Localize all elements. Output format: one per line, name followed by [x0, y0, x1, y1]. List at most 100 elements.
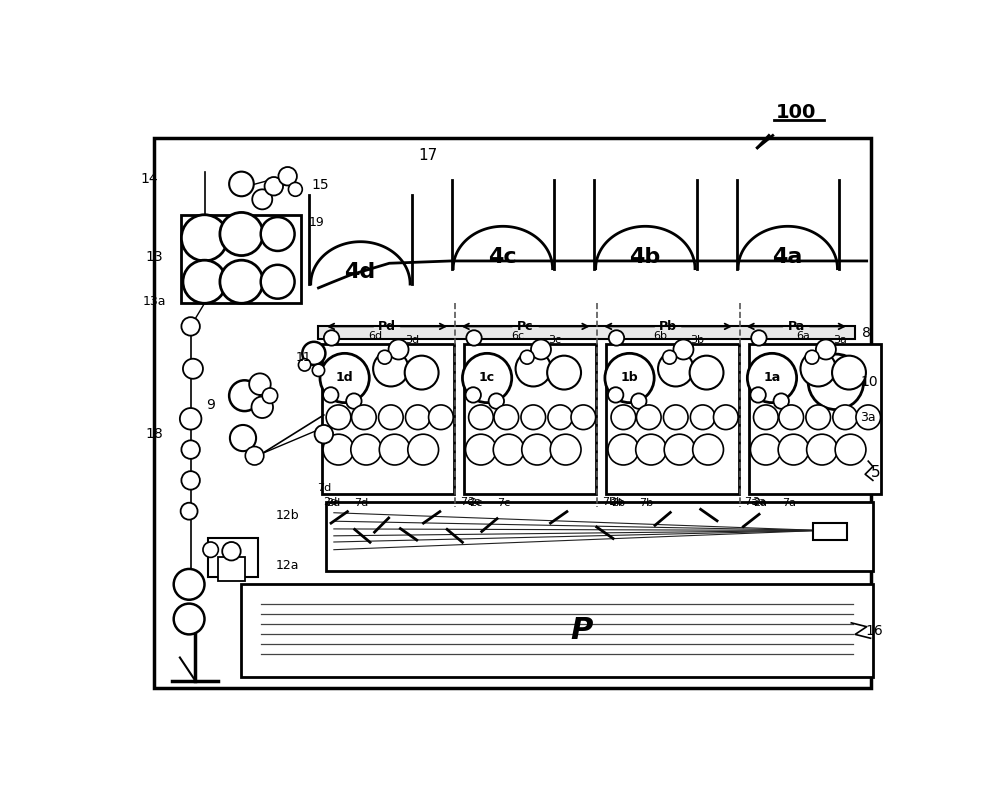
Circle shape — [571, 405, 596, 429]
Circle shape — [466, 387, 481, 402]
Text: 2a: 2a — [752, 497, 766, 507]
Text: 13a: 13a — [143, 295, 166, 308]
Text: 1b: 1b — [621, 371, 638, 385]
Text: 3a: 3a — [860, 411, 876, 424]
Circle shape — [531, 339, 551, 359]
Bar — [208, 538, 258, 576]
Circle shape — [664, 434, 695, 465]
Bar — [181, 215, 301, 304]
Circle shape — [278, 167, 297, 185]
Circle shape — [373, 351, 409, 386]
Circle shape — [493, 434, 524, 465]
Circle shape — [806, 405, 831, 429]
Circle shape — [516, 351, 551, 386]
Text: 14: 14 — [140, 172, 158, 185]
Text: 8: 8 — [862, 326, 871, 339]
Text: 4a: 4a — [772, 247, 803, 267]
Circle shape — [229, 380, 260, 411]
Circle shape — [379, 434, 410, 465]
Text: Pb: Pb — [659, 320, 677, 333]
Circle shape — [298, 359, 311, 371]
Circle shape — [693, 434, 723, 465]
Circle shape — [548, 405, 573, 429]
Text: 7c: 7c — [460, 497, 473, 507]
Circle shape — [379, 405, 403, 429]
Circle shape — [774, 394, 789, 409]
Circle shape — [778, 434, 809, 465]
Bar — [606, 344, 739, 494]
Text: 9: 9 — [206, 398, 215, 412]
Circle shape — [832, 355, 866, 390]
Text: 11: 11 — [295, 351, 311, 363]
Circle shape — [673, 339, 693, 359]
Circle shape — [346, 394, 362, 409]
Bar — [154, 138, 871, 688]
Circle shape — [605, 353, 654, 402]
Circle shape — [608, 387, 623, 402]
Text: 2b: 2b — [611, 498, 625, 509]
Circle shape — [747, 353, 797, 402]
Text: 7b: 7b — [639, 498, 654, 509]
Circle shape — [249, 374, 271, 395]
Circle shape — [713, 405, 738, 429]
Text: 2d: 2d — [326, 498, 340, 509]
Text: 1d: 1d — [336, 371, 353, 385]
Text: Pc: Pc — [517, 320, 534, 333]
Circle shape — [261, 265, 295, 299]
Text: 3d: 3d — [405, 335, 419, 345]
Circle shape — [856, 405, 881, 429]
Text: 13: 13 — [146, 250, 163, 264]
Circle shape — [229, 172, 254, 196]
Circle shape — [261, 217, 295, 251]
Circle shape — [181, 440, 200, 459]
Text: 7a: 7a — [744, 497, 758, 507]
Text: 4d: 4d — [344, 262, 376, 282]
Circle shape — [631, 394, 646, 409]
Circle shape — [181, 215, 228, 261]
Text: 1c: 1c — [479, 371, 495, 385]
Text: Pd: Pd — [378, 320, 396, 333]
Text: 17: 17 — [418, 148, 437, 163]
Text: 4c: 4c — [488, 247, 517, 267]
Text: 100: 100 — [776, 103, 816, 122]
Circle shape — [833, 405, 857, 429]
Text: 2b: 2b — [609, 497, 624, 507]
Circle shape — [183, 359, 203, 378]
Circle shape — [636, 434, 666, 465]
Circle shape — [222, 542, 241, 560]
Bar — [218, 557, 245, 580]
Circle shape — [265, 177, 283, 196]
Circle shape — [230, 425, 256, 451]
Circle shape — [252, 189, 272, 209]
Circle shape — [183, 260, 226, 304]
Circle shape — [220, 260, 263, 304]
Circle shape — [324, 330, 339, 346]
Text: 7b: 7b — [602, 497, 616, 507]
Circle shape — [835, 434, 866, 465]
Text: 4b: 4b — [629, 247, 661, 267]
Circle shape — [203, 542, 218, 557]
Circle shape — [429, 405, 453, 429]
Circle shape — [378, 351, 392, 364]
Circle shape — [180, 408, 201, 429]
Text: 18: 18 — [146, 427, 163, 441]
Circle shape — [636, 405, 661, 429]
Text: 3c: 3c — [548, 335, 561, 345]
Circle shape — [805, 351, 819, 364]
Circle shape — [608, 434, 639, 465]
Circle shape — [751, 330, 767, 346]
Circle shape — [466, 434, 496, 465]
Circle shape — [312, 364, 325, 377]
Bar — [241, 584, 873, 677]
Text: 5: 5 — [871, 465, 881, 480]
Text: 3b: 3b — [690, 335, 704, 345]
Text: 19: 19 — [308, 216, 324, 229]
Text: 15: 15 — [311, 179, 329, 192]
Circle shape — [181, 502, 198, 520]
Circle shape — [779, 405, 804, 429]
Text: 3a: 3a — [833, 335, 847, 345]
Circle shape — [466, 330, 482, 346]
Text: 7d: 7d — [317, 483, 331, 493]
Circle shape — [808, 354, 864, 409]
Text: P: P — [571, 616, 593, 645]
